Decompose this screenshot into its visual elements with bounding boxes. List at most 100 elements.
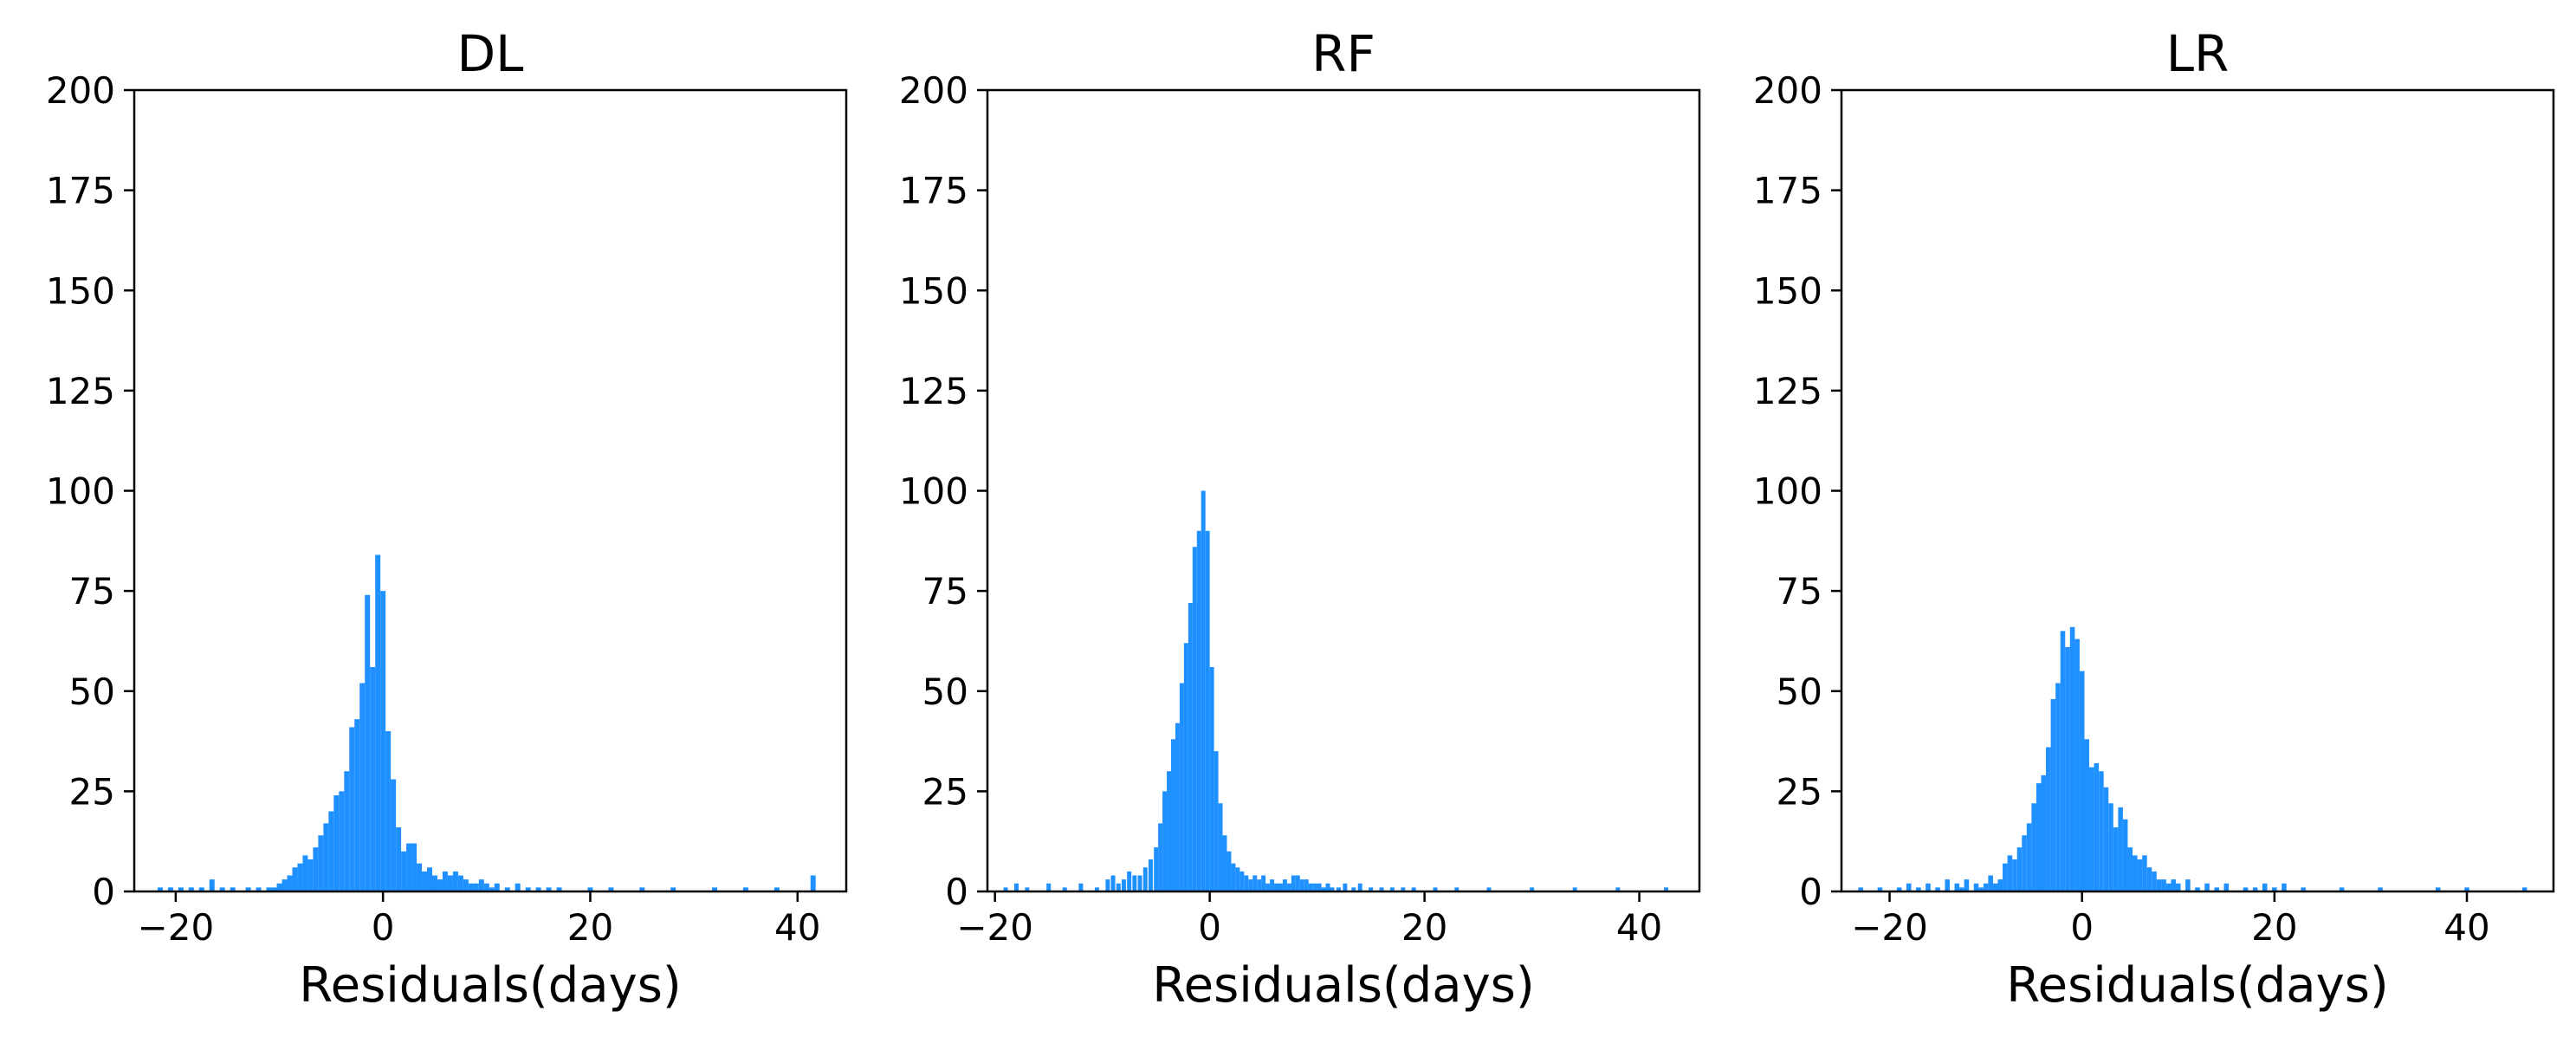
histogram-bar	[1231, 863, 1236, 891]
y-tick-label: 175	[1753, 170, 1822, 212]
x-axis-label: Residuals(days)	[1152, 957, 1535, 1014]
histogram-bar	[1615, 887, 1621, 891]
y-tick-label: 125	[899, 370, 968, 412]
histogram-bar	[2074, 638, 2080, 891]
histogram-bar	[391, 779, 397, 891]
histogram-bar	[2435, 887, 2441, 891]
histogram-bar	[1192, 547, 1197, 891]
histogram-bar	[1252, 875, 1258, 891]
histogram-bar	[1162, 791, 1168, 891]
y-tick-label: 125	[1753, 370, 1822, 412]
histogram-bar	[489, 887, 495, 891]
histogram-bar	[2521, 887, 2527, 891]
y-tick-label: 75	[922, 570, 968, 612]
histogram-bar	[1274, 883, 1278, 891]
histogram-bar	[1265, 883, 1271, 891]
histogram-bar	[1270, 879, 1275, 891]
histogram-bar	[2133, 855, 2138, 891]
histogram-bar	[1291, 875, 1296, 891]
histogram-bar	[1239, 871, 1245, 891]
x-tick-label: 40	[2443, 906, 2489, 949]
x-tick-label: 0	[372, 906, 395, 949]
y-tick-label: 200	[46, 69, 115, 112]
histogram-bar	[447, 875, 453, 891]
histogram-bar	[2272, 887, 2277, 891]
y-tick-label: 150	[899, 269, 968, 312]
histogram-bar	[1877, 887, 1883, 891]
histogram-bar	[188, 887, 194, 891]
histogram-bar	[712, 887, 718, 891]
y-tick-label: 175	[899, 170, 968, 212]
histogram-bar	[1935, 887, 1940, 891]
histogram-bar	[2156, 879, 2162, 891]
histogram-bar	[2065, 646, 2070, 891]
x-tick-label: −20	[1851, 906, 1928, 949]
x-tick-label: 20	[567, 906, 613, 949]
histogram-bar	[670, 887, 676, 891]
histogram-bar	[546, 887, 552, 891]
histogram-bar	[1175, 723, 1180, 891]
histogram-bar	[773, 887, 780, 891]
histogram-bar	[2022, 835, 2027, 891]
histogram-bar	[1572, 887, 1577, 891]
histogram-bar	[2050, 699, 2056, 891]
histogram-bar	[365, 594, 371, 891]
histogram-bar	[1105, 879, 1110, 891]
histogram-bar	[1218, 803, 1223, 891]
chart-title: RF	[1311, 24, 1375, 83]
y-tick-label: 50	[69, 671, 115, 713]
histogram-bar	[639, 887, 645, 891]
histogram-bar	[1282, 879, 1287, 891]
histogram-bar	[1094, 887, 1099, 891]
histogram-bar	[2103, 787, 2109, 891]
y-tick-label: 175	[46, 170, 115, 212]
histogram-bar	[1062, 887, 1067, 891]
histogram-bar	[2089, 767, 2094, 891]
histogram-bar	[2012, 859, 2017, 891]
histogram-bar	[271, 887, 277, 891]
y-tick-label: 150	[1753, 269, 1822, 312]
x-tick-label: 0	[1198, 906, 1221, 949]
histogram-bar	[1959, 887, 1964, 891]
histogram-bar	[1179, 683, 1184, 891]
y-tick-label: 75	[69, 570, 115, 612]
x-axis-label: Residuals(days)	[299, 957, 682, 1014]
histogram-bar	[1209, 667, 1214, 891]
histogram-bar	[442, 871, 448, 891]
histogram-bar	[1013, 883, 1019, 891]
histogram-bar	[2113, 827, 2119, 891]
histogram-bar	[1110, 875, 1116, 891]
histogram-bar	[2137, 859, 2143, 891]
histogram-bar	[2099, 771, 2104, 891]
histogram-bar	[1997, 879, 2003, 891]
x-tick-label: −20	[956, 906, 1033, 949]
x-tick-label: 40	[774, 906, 820, 949]
histogram-bar	[2127, 847, 2133, 891]
histogram-bar	[1945, 879, 1950, 891]
histogram-bar	[431, 875, 437, 891]
histogram-bar	[1188, 603, 1193, 891]
histogram-bar	[1336, 887, 1341, 891]
histogram-bar	[2026, 823, 2032, 891]
histogram-bar	[1858, 887, 1863, 891]
histogram-bar	[452, 871, 458, 891]
histogram-bar	[1321, 887, 1326, 891]
histogram-bar	[608, 887, 614, 891]
y-tick-label: 100	[46, 470, 115, 513]
histogram-bar	[1401, 887, 1406, 891]
histogram-bar	[2084, 739, 2090, 891]
y-tick-label: 150	[46, 269, 115, 312]
histogram-bar	[256, 887, 262, 891]
x-tick-label: 40	[1616, 906, 1662, 949]
histogram-bar	[478, 879, 484, 891]
histogram-bar	[1132, 875, 1137, 891]
histogram-bar	[2122, 819, 2128, 891]
histogram-bar	[328, 811, 334, 891]
plot-frame	[986, 88, 1701, 893]
y-tick-label: 25	[69, 770, 115, 813]
histogram-bar	[1227, 851, 1232, 891]
histogram-bar	[2185, 879, 2191, 891]
histogram-bar	[2378, 887, 2383, 891]
histogram-bar	[1278, 883, 1283, 891]
histogram-bar	[2301, 887, 2306, 891]
